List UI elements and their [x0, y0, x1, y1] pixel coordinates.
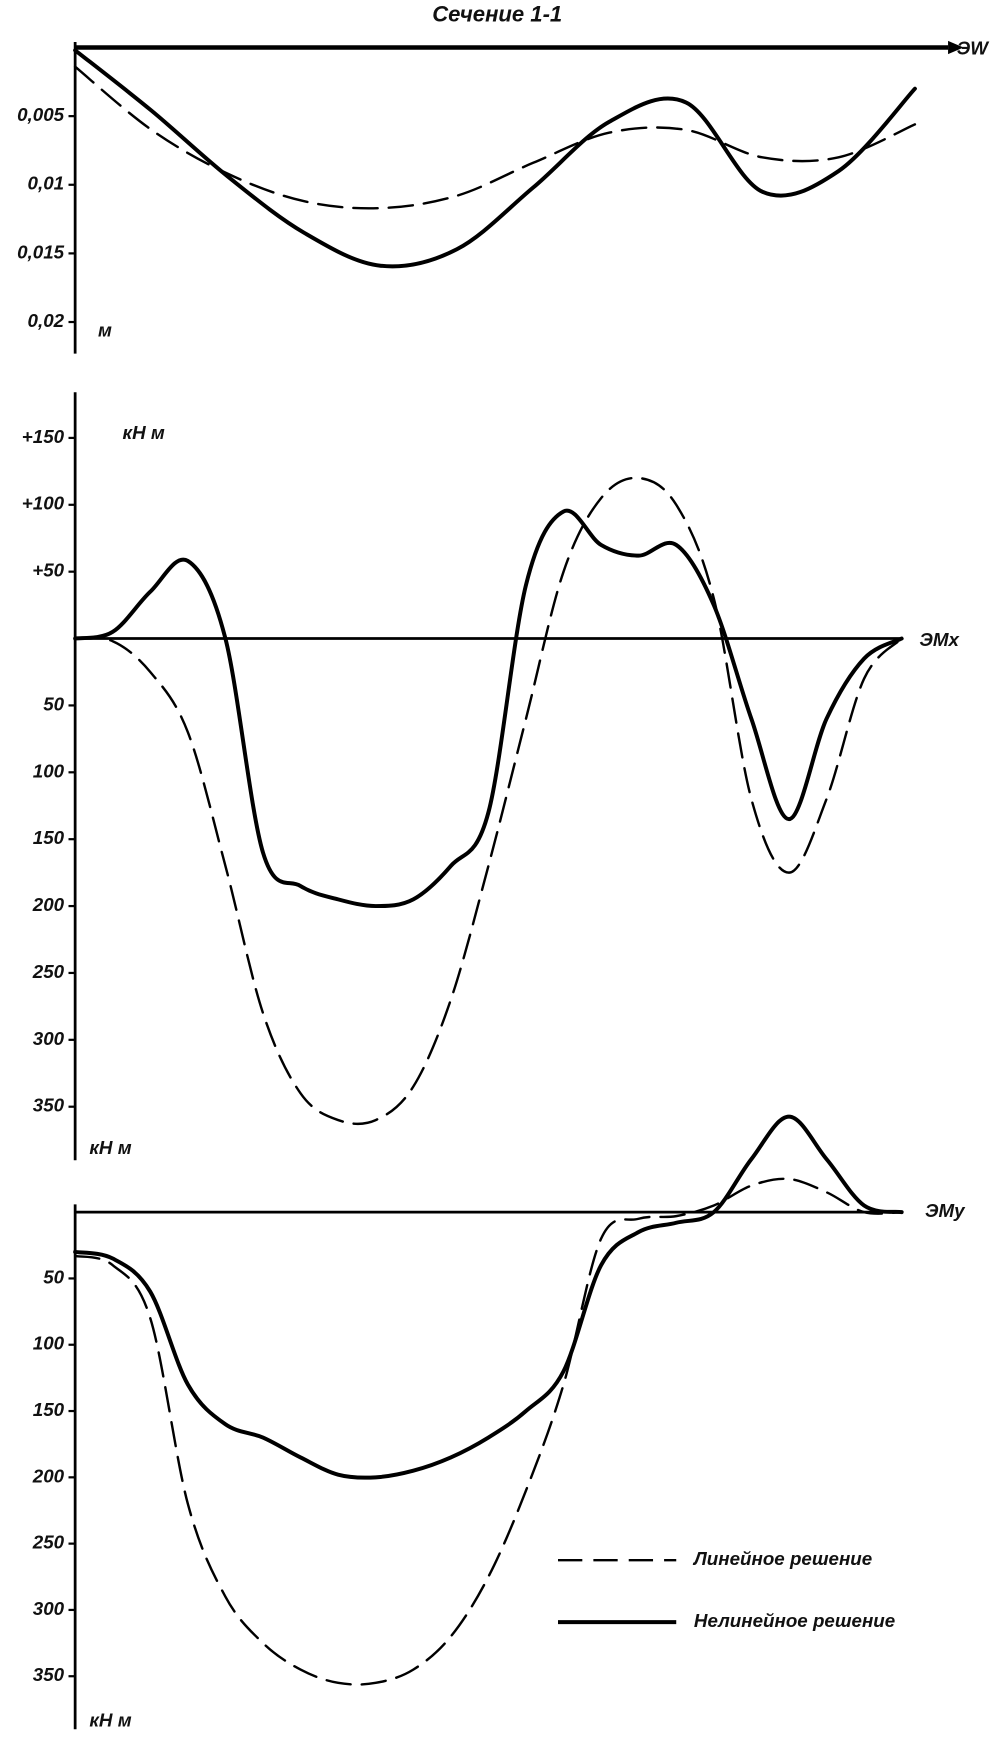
y-tick-label: 150 — [33, 827, 65, 848]
y-tick-label: +100 — [22, 493, 65, 514]
y-tick-label: +50 — [32, 560, 64, 581]
y-tick-label: 50 — [43, 693, 64, 714]
unit-label: кН м — [123, 422, 165, 443]
chart-title: Сечение 1-1 — [432, 1, 562, 26]
legend-label: Линейное решение — [692, 1548, 872, 1569]
y-tick-label: 200 — [32, 1465, 65, 1486]
series-line — [73, 508, 904, 909]
y-tick-label: 300 — [33, 1598, 65, 1619]
y-tick-label: 100 — [33, 1333, 65, 1354]
axis-label: ЭW — [957, 38, 990, 59]
y-tick-label: 250 — [32, 961, 65, 982]
y-tick-label: 200 — [32, 894, 65, 915]
y-tick-label: 0,005 — [17, 104, 65, 125]
series-line — [73, 48, 917, 269]
axis-label: ЭMy — [925, 1200, 966, 1221]
y-tick-label: +150 — [22, 426, 65, 447]
unit-label: кН м — [89, 1709, 131, 1730]
y-tick-label: 350 — [33, 1664, 65, 1685]
axis-arrow — [948, 40, 964, 55]
series-line — [73, 65, 917, 210]
y-tick-label: 350 — [33, 1095, 65, 1116]
unit-label: кН м — [89, 1137, 131, 1158]
axis-label: ЭMx — [919, 629, 960, 650]
y-tick-label: 100 — [33, 760, 65, 781]
y-tick-label: 0,01 — [28, 173, 65, 194]
y-tick-label: 50 — [43, 1266, 64, 1287]
y-tick-label: 150 — [33, 1399, 65, 1420]
legend-label: Нелинейное решение — [694, 1610, 895, 1631]
y-tick-label: 0,02 — [28, 310, 65, 331]
series-line — [73, 1114, 904, 1480]
y-tick-label: 250 — [32, 1532, 65, 1553]
y-tick-label: 0,015 — [17, 241, 65, 262]
series-line — [73, 1177, 903, 1686]
unit-label: м — [98, 319, 112, 340]
y-tick-label: 300 — [33, 1028, 65, 1049]
series-line — [73, 476, 903, 1126]
